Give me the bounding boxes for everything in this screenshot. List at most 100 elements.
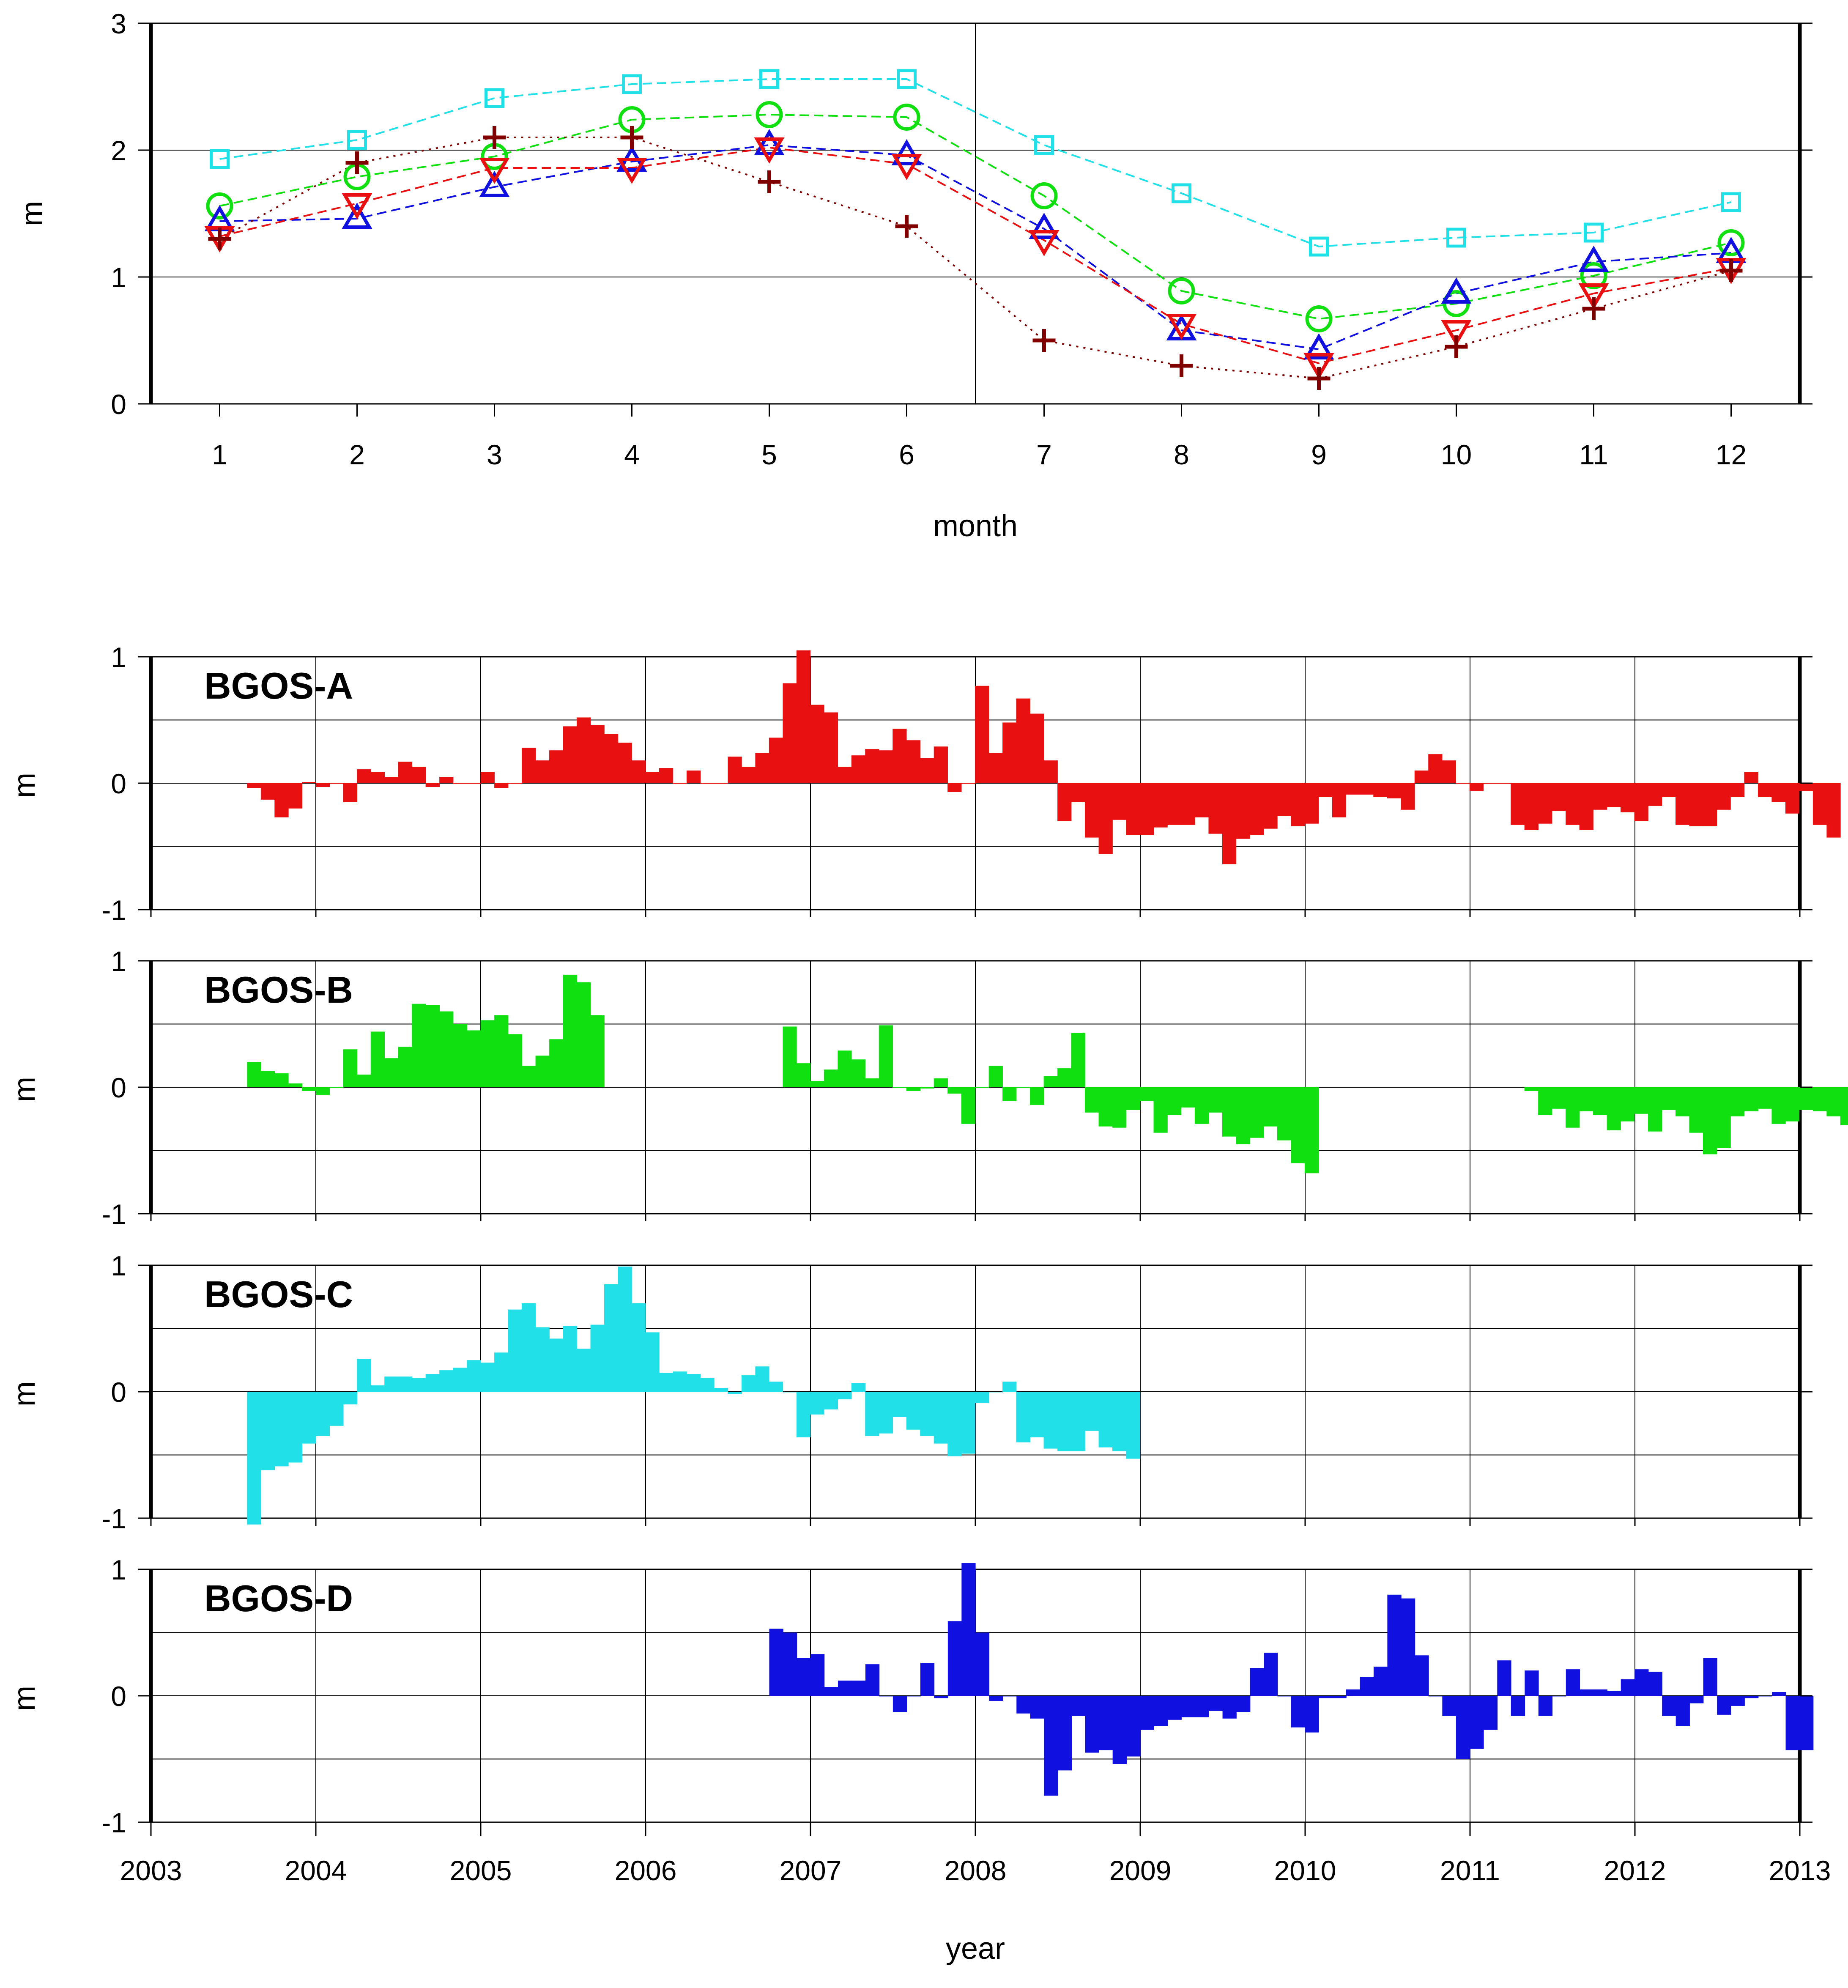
point-square: [897, 69, 917, 89]
bgos-a-bar: [1304, 783, 1319, 824]
bgos-d-bar: [851, 1681, 866, 1696]
bgos-a-bar: [1703, 783, 1717, 826]
point-circle: [1580, 262, 1607, 289]
bgos-b-bar: [1030, 1087, 1044, 1105]
bgos-a-bar: [1098, 783, 1113, 854]
year-tick-label: 2007: [780, 1855, 842, 1886]
bgos-a-bar: [439, 777, 454, 783]
point-circle: [206, 192, 233, 219]
year-tick-label: 2011: [1440, 1855, 1500, 1886]
bgos-a-bar: [1112, 783, 1127, 820]
bgos-c-bar: [302, 1392, 316, 1444]
bgos-c-bar: [439, 1370, 454, 1392]
bgos-d-bar: [1634, 1669, 1649, 1696]
bgos-b-bar: [522, 1066, 536, 1087]
bgos-b-title: BGOS-B: [204, 969, 353, 1011]
bgos-b-bar: [975, 1087, 989, 1088]
bgos-a-bar: [398, 762, 413, 783]
bgos-a-bar: [1016, 698, 1030, 783]
bgos-c-y-tick-label: 0: [111, 1377, 126, 1408]
bgos-a-bar: [288, 783, 303, 809]
bgos-b-bar: [961, 1087, 975, 1124]
bgos-c-bar: [810, 1392, 824, 1415]
bgos-d-bar: [1552, 1696, 1566, 1697]
bgos-a-bar: [728, 757, 742, 783]
bgos-b-bar: [879, 1025, 893, 1087]
bgos-b-bar: [1593, 1087, 1607, 1115]
point-triangle-up: [342, 203, 372, 229]
bgos-c-bar: [741, 1375, 756, 1392]
bgos-c-bar: [906, 1392, 921, 1430]
bgos-d-y-tick-label: 1: [111, 1554, 126, 1585]
bgos-d-bar: [975, 1632, 990, 1696]
bgos-b-bar: [1799, 1087, 1813, 1110]
bgos-a-bar: [645, 772, 660, 783]
bgos-c-bar: [851, 1383, 866, 1392]
bgos-b-bar: [824, 1069, 838, 1087]
point-plus: [895, 215, 918, 238]
bgos-b-bar: [865, 1078, 879, 1087]
bgos-b-bar: [1153, 1087, 1168, 1133]
point-triangle-down: [342, 193, 372, 219]
bgos-b-y-tick-label: 0: [111, 1072, 126, 1103]
bgos-a-bar: [1483, 783, 1498, 784]
bgos-b-bar: [1785, 1087, 1800, 1122]
bgos-b-bar: [1085, 1087, 1099, 1113]
bgos-d-bar: [1346, 1689, 1361, 1696]
bgos-a-bar: [769, 738, 783, 783]
bgos-d-bar: [1181, 1696, 1196, 1717]
bgos-b-bar: [398, 1047, 413, 1087]
bgos-b-bar: [1208, 1087, 1223, 1113]
bgos-a-bar: [1071, 783, 1085, 802]
bgos-c-bar: [961, 1392, 975, 1454]
year-tick-label: 2012: [1604, 1855, 1666, 1886]
bgos-c-bar: [796, 1392, 811, 1437]
month-tick-label: 8: [1174, 439, 1189, 470]
bgos-c-bar: [288, 1392, 303, 1463]
bgos-d-bar: [1250, 1668, 1264, 1696]
point-plus: [620, 126, 643, 149]
bgos-b-bar: [1826, 1087, 1841, 1116]
bgos-a-bar: [673, 783, 687, 784]
bgos-a-bar: [1442, 760, 1456, 783]
bgos-a-bar: [1346, 783, 1360, 795]
bgos-b-bar: [1002, 1087, 1017, 1101]
month-tick-label: 7: [1036, 439, 1052, 470]
bgos-d-bar: [1126, 1696, 1141, 1757]
bgos-b-bar: [1676, 1087, 1690, 1116]
bgos-a-bar: [1181, 783, 1195, 825]
bgos-c-bar: [563, 1326, 577, 1392]
bgos-a-bar: [1291, 783, 1305, 826]
year-axis-label: year: [946, 1932, 1005, 1966]
series-line-triangle-up: [219, 144, 1731, 351]
bgos-a-bar: [1401, 783, 1415, 810]
bgos-d-bar: [1689, 1696, 1704, 1703]
point-triangle-down: [616, 158, 647, 184]
bgos-c-bar: [783, 1392, 797, 1393]
bgos-c-panel: -1 0 1 BGOS-C m: [8, 1250, 1812, 1534]
bgos-a-bar: [577, 717, 591, 783]
bgos-a-bar: [1002, 722, 1017, 783]
bgos-d-bar: [1717, 1696, 1731, 1715]
bgos-a-bar: [1758, 783, 1772, 797]
point-triangle-down: [1029, 230, 1060, 256]
bgos-d-bar: [865, 1664, 880, 1696]
point-square: [1721, 192, 1741, 212]
bgos-c-bar: [425, 1374, 440, 1392]
bgos-c-bar: [934, 1392, 948, 1444]
month-tick-label: 10: [1441, 439, 1472, 470]
monthly-y-tick-label: 1: [111, 262, 126, 293]
bgos-a-bar: [549, 750, 564, 783]
bgos-d-bar: [961, 1563, 976, 1696]
bgos-a-bar: [1799, 783, 1813, 791]
point-circle: [1168, 277, 1195, 304]
bgos-c-bar: [632, 1303, 646, 1392]
bgos-c-bar: [329, 1392, 344, 1426]
bgos-a-bar: [1538, 783, 1552, 824]
bgos-a-bar: [1593, 783, 1607, 810]
bgos-d-bar: [769, 1629, 783, 1696]
bgos-d-bar: [1730, 1696, 1745, 1706]
bgos-b-bar: [1840, 1087, 1848, 1125]
bgos-b-bar: [590, 1015, 605, 1087]
